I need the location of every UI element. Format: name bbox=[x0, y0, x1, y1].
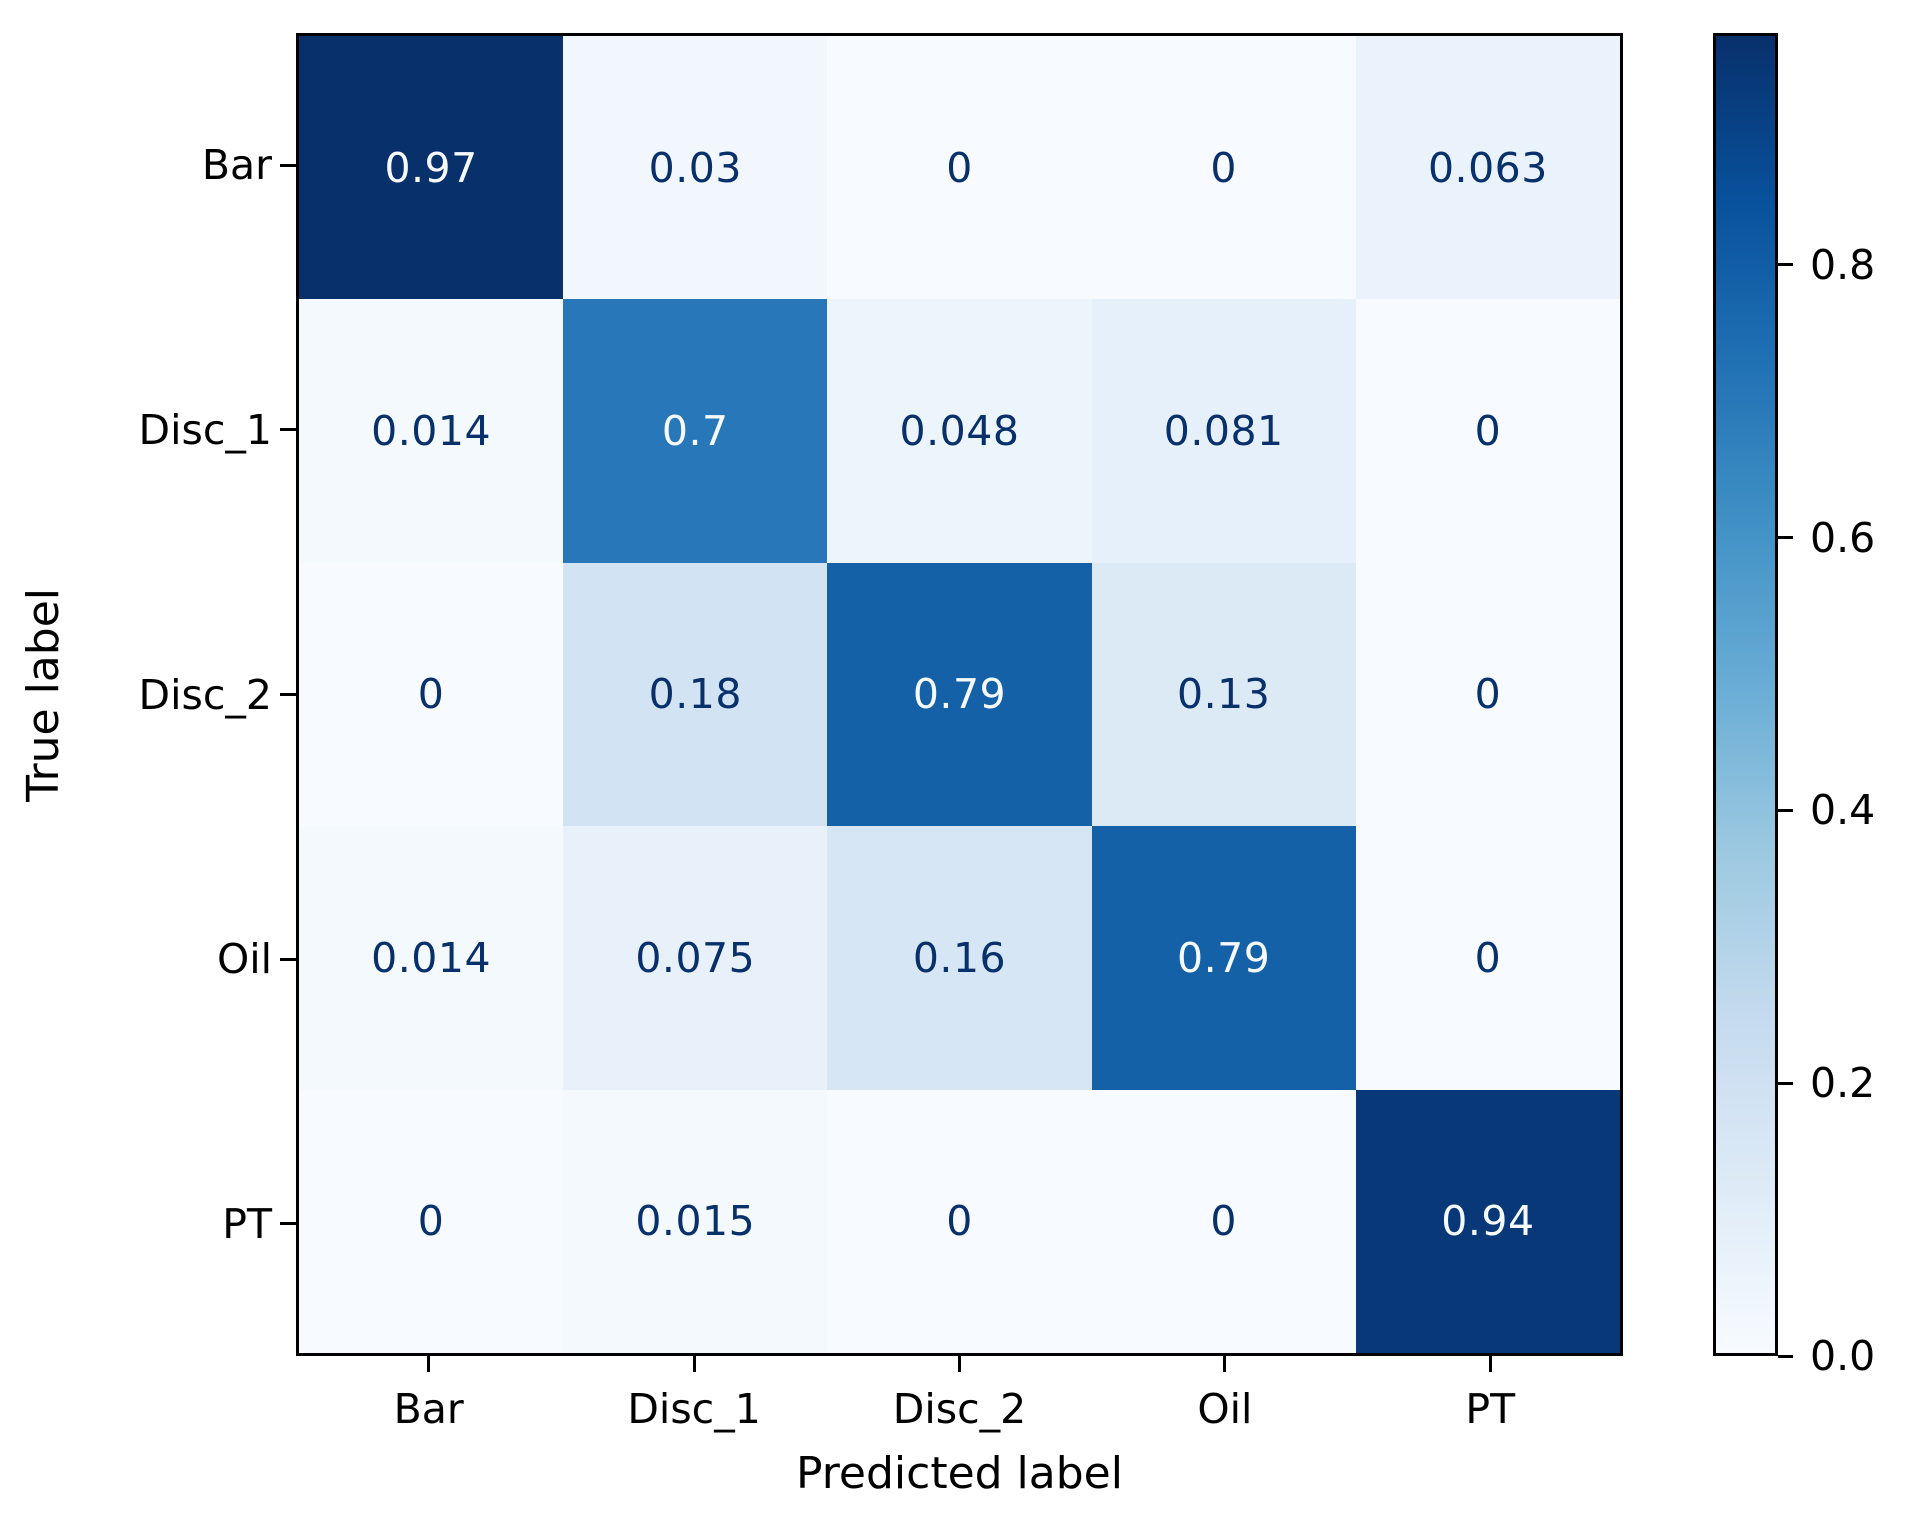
x-axis-label: Predicted label bbox=[796, 1448, 1123, 1499]
y-tick-label-Disc_2: Disc_2 bbox=[138, 670, 272, 719]
matrix-cell-Disc_2-Disc_1: 0.18 bbox=[563, 562, 828, 827]
x-tick-label-Disc_2: Disc_2 bbox=[892, 1385, 1027, 1433]
matrix-cell-PT-PT: 0.94 bbox=[1355, 1089, 1620, 1353]
matrix-cell-PT-Disc_2: 0 bbox=[827, 1089, 1092, 1353]
matrix-cell-Disc_1-Oil: 0.081 bbox=[1091, 299, 1356, 563]
colorbar-tick-label-0.4: 0.4 bbox=[1810, 786, 1876, 835]
matrix-cell-Oil-Disc_1: 0.075 bbox=[563, 826, 828, 1090]
y-tick-mark bbox=[280, 693, 296, 696]
matrix-cell-Bar-Disc_2: 0 bbox=[827, 36, 1092, 300]
matrix-cell-Disc_1-Bar: 0.014 bbox=[299, 299, 564, 563]
matrix-cell-PT-Disc_1: 0.015 bbox=[563, 1089, 828, 1353]
matrix-cell-Disc_2-Oil: 0.13 bbox=[1091, 562, 1356, 827]
matrix-cell-Bar-Disc_1: 0.03 bbox=[563, 36, 828, 300]
colorbar-tick-mark bbox=[1778, 808, 1793, 812]
colorbar-tick-label-0.8: 0.8 bbox=[1810, 240, 1876, 289]
matrix-cell-Disc_1-PT: 0 bbox=[1355, 299, 1620, 563]
matrix-cell-Oil-Disc_2: 0.16 bbox=[827, 826, 1092, 1090]
x-tick-mark bbox=[427, 1356, 431, 1372]
matrix-cell-Disc_2-PT: 0 bbox=[1355, 562, 1620, 827]
colorbar-gradient bbox=[1713, 33, 1778, 1356]
colorbar-tick-mark bbox=[1778, 1354, 1793, 1358]
y-tick-label-PT: PT bbox=[222, 1199, 272, 1248]
colorbar-tick-label-0.0: 0.0 bbox=[1810, 1332, 1876, 1380]
y-tick-mark bbox=[280, 1222, 296, 1226]
x-tick-mark bbox=[1488, 1356, 1492, 1372]
x-tick-label-Oil: Oil bbox=[1197, 1385, 1253, 1433]
colorbar-tick-mark bbox=[1778, 263, 1793, 267]
matrix-cell-Oil-PT: 0 bbox=[1355, 826, 1620, 1090]
y-tick-label-Oil: Oil bbox=[216, 935, 272, 984]
y-tick-label-Disc_1: Disc_1 bbox=[138, 405, 272, 454]
y-tick-label-Bar: Bar bbox=[201, 141, 272, 190]
heatmap-grid: 0.97 0.03 0 0 0.063 0.014 0.7 0.048 0.081 0 0 0.18 0… bbox=[296, 33, 1623, 1356]
matrix-cell-Bar-Oil: 0 bbox=[1091, 36, 1356, 300]
colorbar-tick-mark bbox=[1778, 1081, 1793, 1085]
matrix-cell-Disc_1-Disc_2: 0.048 bbox=[827, 299, 1092, 563]
x-tick-label-PT: PT bbox=[1465, 1385, 1516, 1433]
x-tick-mark bbox=[1223, 1356, 1227, 1372]
y-tick-mark bbox=[280, 428, 296, 432]
colorbar-tick-label-0.2: 0.2 bbox=[1810, 1059, 1876, 1108]
matrix-cell-Disc_1-Disc_1: 0.7 bbox=[563, 299, 828, 563]
y-tick-mark bbox=[280, 957, 296, 961]
matrix-cell-Bar-Bar: 0.97 bbox=[299, 36, 564, 300]
colorbar-tick-label-0.6: 0.6 bbox=[1810, 513, 1876, 562]
x-tick-mark bbox=[692, 1356, 696, 1372]
matrix-cell-PT-Bar: 0 bbox=[299, 1089, 564, 1353]
matrix-cell-Disc_2-Bar: 0 bbox=[299, 562, 564, 827]
y-tick-mark bbox=[280, 163, 296, 167]
matrix-cell-Bar-PT: 0.063 bbox=[1355, 36, 1620, 300]
x-tick-label-Bar: Bar bbox=[393, 1385, 464, 1433]
matrix-cell-PT-Oil: 0 bbox=[1091, 1089, 1356, 1353]
x-tick-mark bbox=[958, 1356, 961, 1372]
matrix-cell-Disc_2-Disc_2: 0.79 bbox=[827, 562, 1092, 827]
matrix-cell-Oil-Oil: 0.79 bbox=[1091, 826, 1356, 1090]
colorbar-tick-mark bbox=[1778, 536, 1793, 540]
x-tick-label-Disc_1: Disc_1 bbox=[627, 1385, 761, 1433]
matrix-cell-Oil-Bar: 0.014 bbox=[299, 826, 564, 1090]
